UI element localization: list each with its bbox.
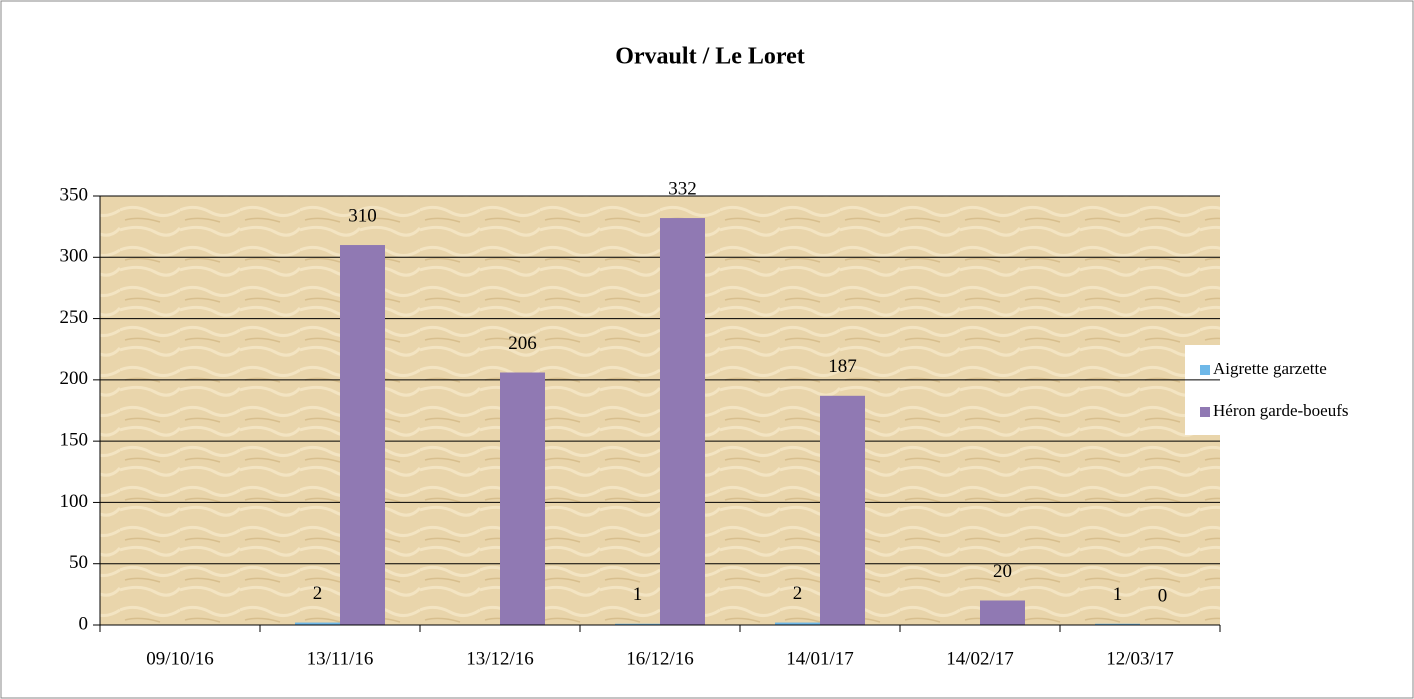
- x-tick-label: 16/12/16: [626, 648, 694, 669]
- bar: [295, 622, 340, 625]
- legend-swatch: [1200, 365, 1210, 375]
- y-tick-label: 350: [60, 184, 89, 205]
- y-tick-label: 250: [60, 307, 89, 328]
- chart-title: Orvault / Le Loret: [615, 44, 805, 70]
- bar: [660, 218, 705, 625]
- bar: [615, 623, 660, 625]
- bar: [980, 600, 1025, 625]
- data-label: 310: [348, 205, 377, 226]
- data-label: 332: [668, 178, 697, 199]
- y-tick-label: 150: [60, 430, 89, 451]
- y-tick-label: 0: [79, 613, 89, 634]
- x-tick-label: 13/12/16: [466, 648, 534, 669]
- bar: [775, 622, 820, 625]
- x-tick-label: 12/03/17: [1106, 648, 1174, 669]
- y-tick-label: 200: [60, 368, 89, 389]
- bar: [340, 245, 385, 625]
- data-label: 1: [1113, 584, 1123, 605]
- y-tick-label: 50: [69, 552, 88, 573]
- data-label: 0: [1158, 585, 1168, 606]
- data-label: 206: [508, 333, 537, 354]
- data-label: 187: [828, 356, 857, 377]
- data-label: 2: [313, 583, 323, 604]
- data-label: 1: [633, 584, 643, 605]
- data-label: 2: [793, 583, 803, 604]
- legend-label: Héron garde-boeufs: [1213, 401, 1348, 420]
- y-tick-label: 100: [60, 491, 89, 512]
- y-tick-label: 300: [60, 246, 89, 267]
- bar: [1095, 623, 1140, 625]
- legend-swatch: [1200, 407, 1210, 417]
- bar: [820, 395, 865, 625]
- x-tick-label: 14/02/17: [946, 648, 1014, 669]
- legend: [1185, 345, 1395, 435]
- legend-label: Aigrette garzette: [1213, 359, 1327, 378]
- bar: [500, 372, 545, 625]
- x-tick-label: 13/11/16: [307, 648, 374, 669]
- x-tick-label: 09/10/16: [146, 648, 214, 669]
- x-tick-label: 14/01/17: [786, 648, 854, 669]
- data-label: 20: [993, 561, 1012, 582]
